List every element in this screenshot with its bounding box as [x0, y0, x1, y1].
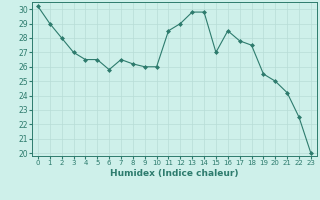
- X-axis label: Humidex (Indice chaleur): Humidex (Indice chaleur): [110, 169, 239, 178]
